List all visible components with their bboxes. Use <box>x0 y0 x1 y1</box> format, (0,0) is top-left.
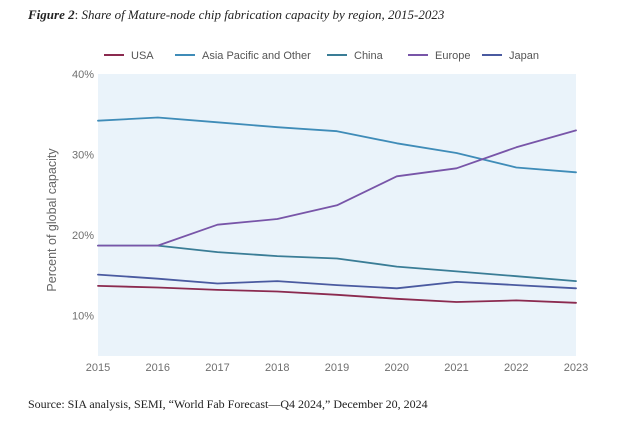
series-line-usa <box>97 284 577 304</box>
x-tick-label: 2017 <box>205 362 229 374</box>
legend-label: Europe <box>435 50 470 62</box>
x-tick-label: 2023 <box>564 362 588 374</box>
legend-label: USA <box>131 50 154 62</box>
legend-label: China <box>354 50 384 62</box>
x-tick-label: 2015 <box>86 362 110 374</box>
legend: USA Asia Pacific and Other China Europe Japa… <box>104 50 539 62</box>
series-lines <box>97 116 577 304</box>
figure-label: Figure 2 <box>28 7 75 22</box>
y-tick-label: 40% <box>72 69 94 81</box>
series-line-japan <box>97 273 577 290</box>
legend-label: Asia Pacific and Other <box>202 50 311 62</box>
x-tick-label: 2022 <box>504 362 528 374</box>
series-line-europe <box>97 129 577 247</box>
x-tick-label: 2019 <box>325 362 349 374</box>
x-tick-label: 2016 <box>146 362 170 374</box>
y-tick-label: 10% <box>72 311 94 323</box>
x-tick-label: 2021 <box>444 362 468 374</box>
figure-label-separator: : <box>74 7 82 22</box>
x-tick-label: 2020 <box>385 362 409 374</box>
plot-background <box>98 74 576 356</box>
legend-label: Japan <box>509 50 539 62</box>
figure-caption: Figure 2: Share of Mature-node chip fabr… <box>28 7 628 23</box>
y-axis-ticks: 40% 30% 20% 10% <box>72 69 94 323</box>
series-line-asia-pacific-and-other <box>97 116 577 174</box>
x-axis-ticks: 2015 2016 2017 2018 2019 2020 2021 2022 2023 <box>86 362 588 374</box>
y-tick-label: 30% <box>72 150 94 162</box>
y-tick-label: 20% <box>72 230 94 242</box>
source-note: Source: SIA analysis, SEMI, “World Fab F… <box>28 397 428 411</box>
x-tick-label: 2018 <box>265 362 289 374</box>
figure-title: Share of Mature-node chip fabrication ca… <box>81 7 445 22</box>
series-line-china <box>97 244 577 283</box>
y-axis-title: Percent of global capacity <box>45 148 59 292</box>
